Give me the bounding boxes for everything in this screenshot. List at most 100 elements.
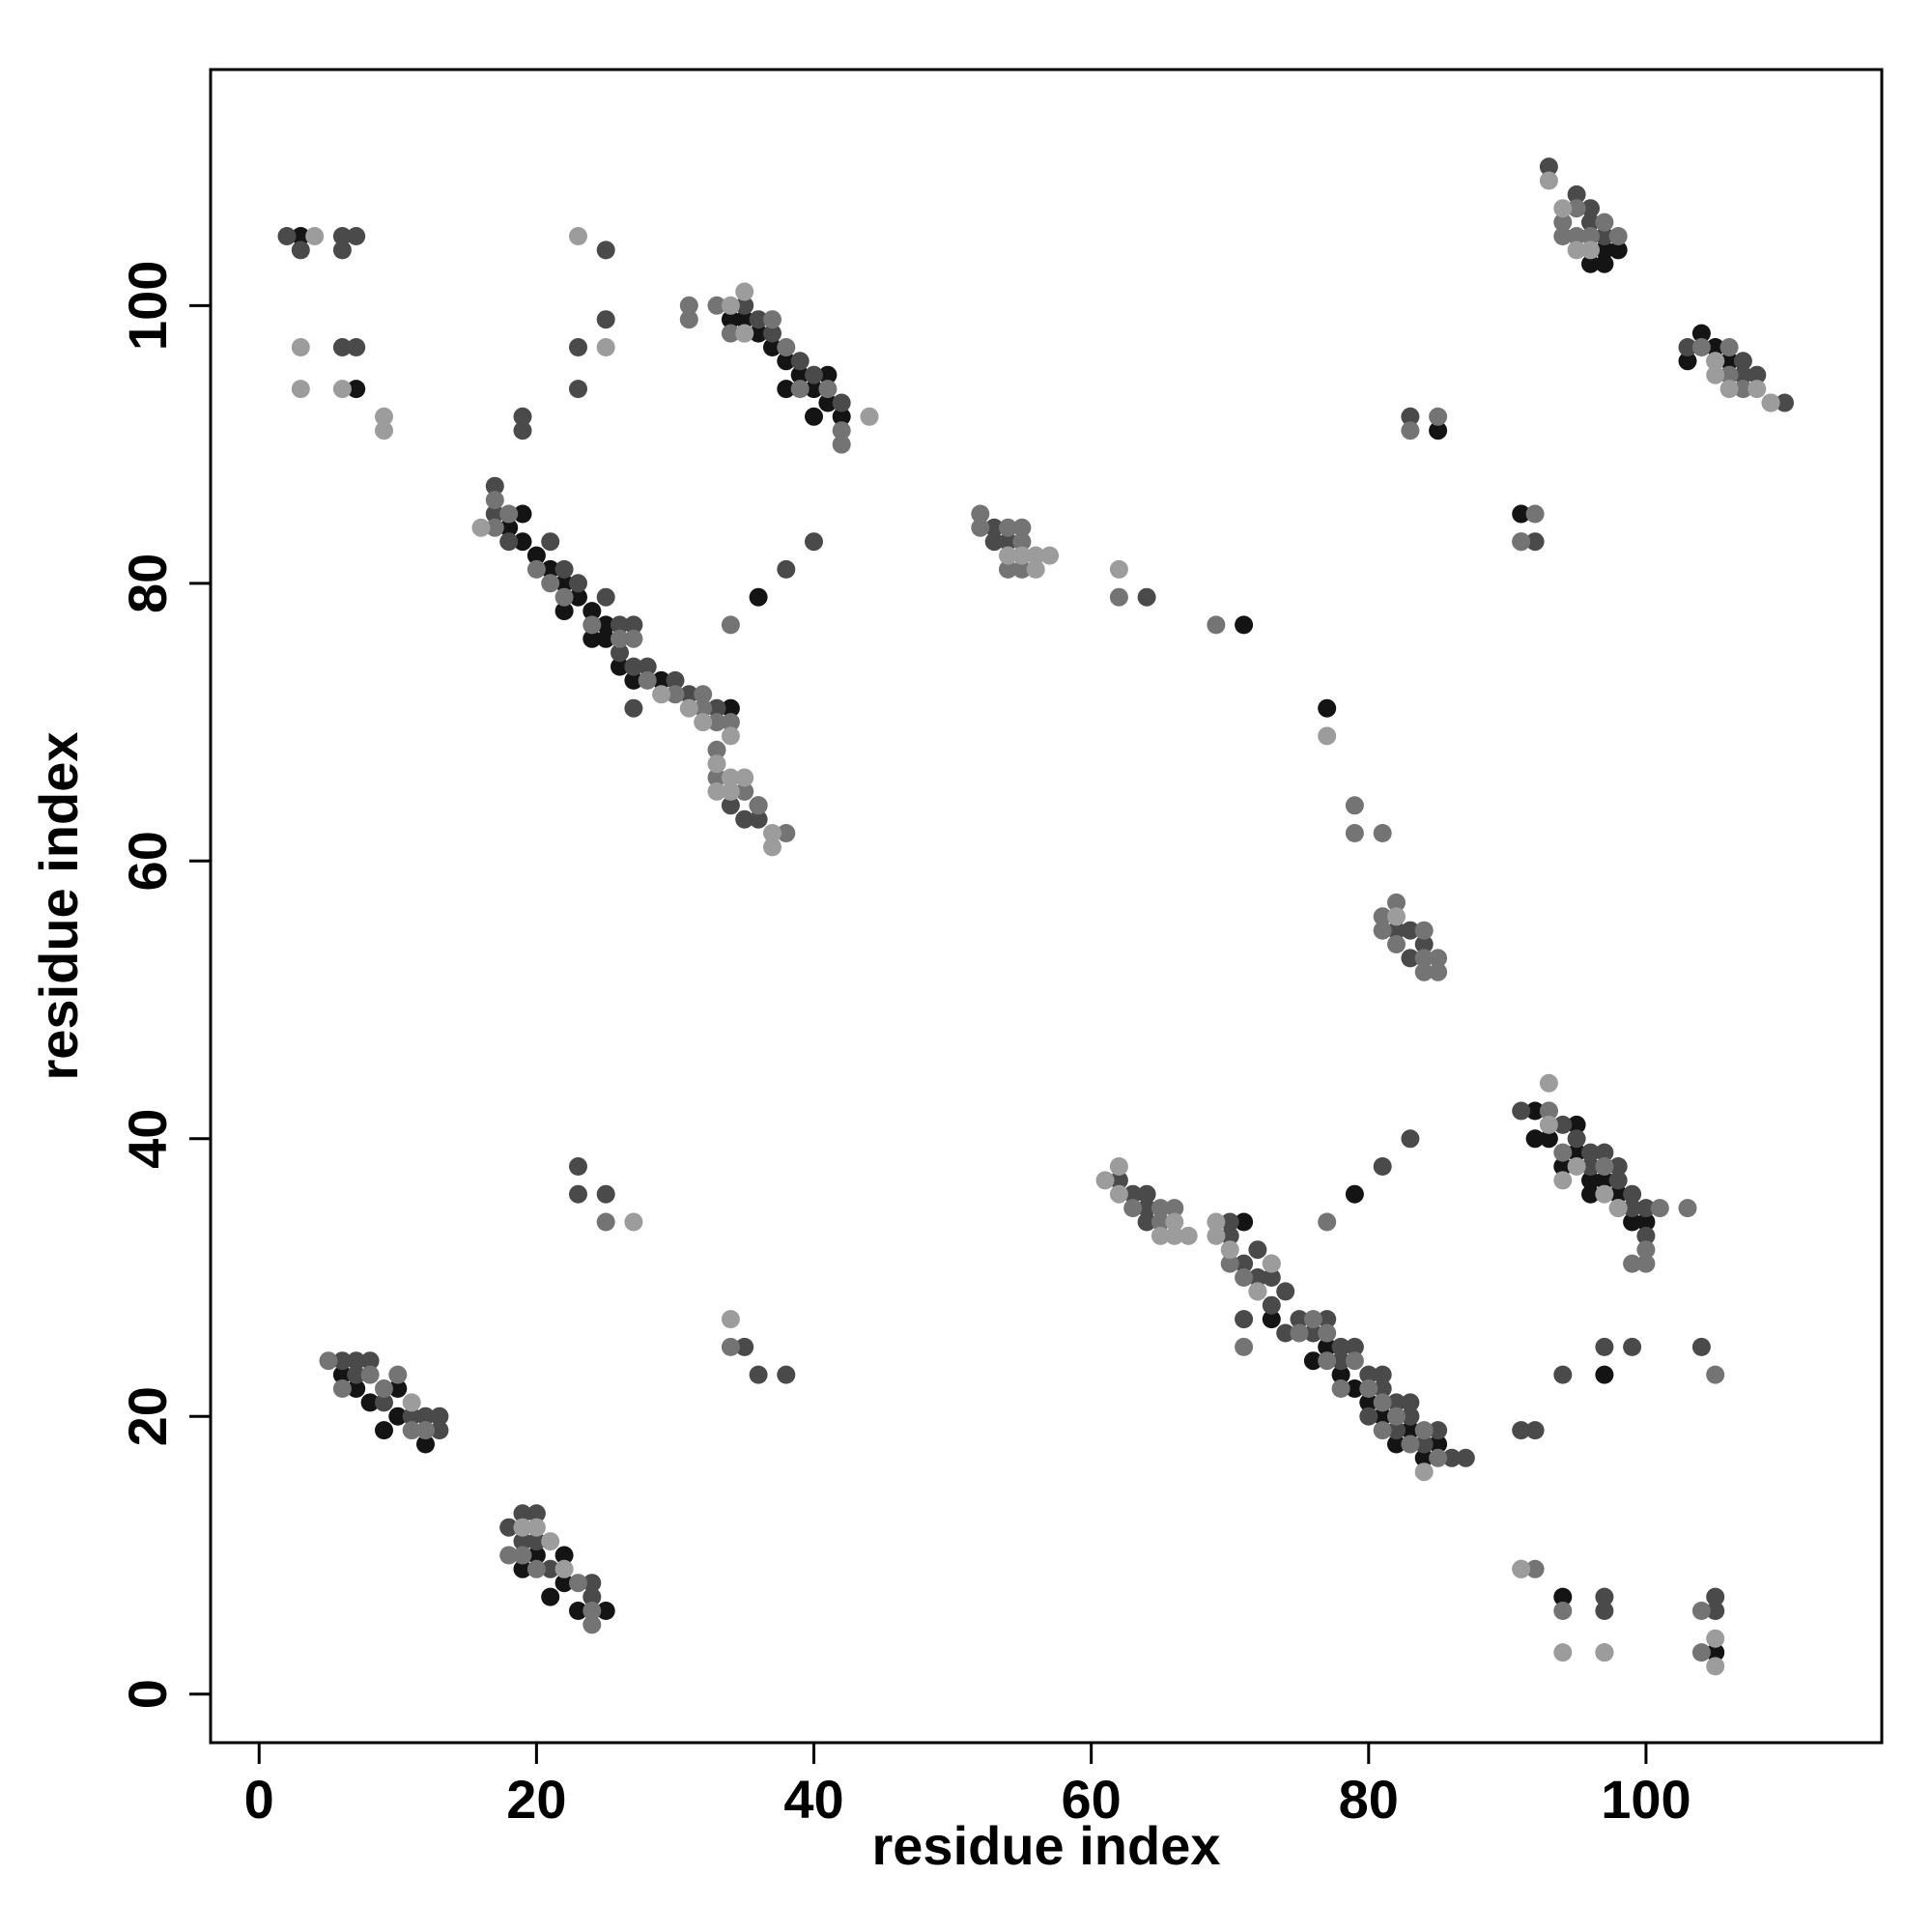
contact-point-dark — [818, 365, 838, 384]
contact-point-mid — [1401, 1406, 1420, 1426]
contact-point-light — [1567, 1157, 1586, 1176]
contact-point-mid — [1512, 1421, 1531, 1440]
contact-point-dark — [1623, 1212, 1642, 1232]
contact-point-medium — [332, 1379, 352, 1398]
contact-point-medium — [1387, 935, 1406, 953]
contact-point-medium — [1553, 227, 1573, 245]
contact-point-mid — [1276, 1282, 1295, 1301]
contact-point-dark — [1595, 1171, 1614, 1190]
contact-point-medium — [1706, 1365, 1725, 1384]
contact-point-mid — [1456, 1448, 1475, 1467]
contact-point-mid — [735, 1337, 754, 1356]
contact-point-mid — [1303, 1323, 1322, 1343]
contact-point-medium — [1318, 1351, 1337, 1371]
contact-point-mid — [999, 532, 1017, 552]
x-tick-label: 40 — [783, 1769, 843, 1830]
contact-point-medium — [1373, 907, 1392, 926]
x-axis-label: residue index — [871, 1815, 1220, 1876]
contact-point-medium — [679, 310, 698, 329]
contact-point-dark — [554, 574, 574, 593]
contact-point-dark — [1345, 1184, 1364, 1204]
contact-point-medium — [1595, 1157, 1614, 1176]
contact-point-dark — [790, 365, 810, 384]
contact-point-dark — [1401, 1421, 1420, 1440]
contact-point-mid — [1401, 921, 1420, 940]
contact-point-dark — [569, 1602, 587, 1620]
contact-point-mid — [1636, 1226, 1656, 1245]
contact-point-dark — [749, 587, 768, 607]
contact-point-medium — [1387, 893, 1406, 912]
x-tick-label: 100 — [1601, 1769, 1690, 1830]
contact-point-mid — [1539, 157, 1558, 177]
contact-point-medium — [1373, 1421, 1392, 1440]
contact-point-medium — [1318, 1323, 1337, 1343]
y-tick-label: 20 — [117, 1386, 178, 1446]
contact-point-mid — [1525, 532, 1545, 552]
contact-point-mid — [582, 1587, 602, 1606]
contact-point-light — [1706, 1629, 1725, 1648]
contact-point-light — [1595, 1184, 1614, 1204]
contact-point-medium — [360, 1365, 380, 1384]
contact-point-light — [1109, 559, 1128, 579]
contact-point-medium — [694, 685, 713, 704]
contact-point-medium — [624, 629, 643, 648]
contact-point-medium — [707, 713, 726, 732]
contact-point-medium — [1012, 518, 1032, 537]
contact-point-mid — [1290, 1310, 1309, 1329]
contact-point-medium — [777, 824, 796, 842]
contact-point-light — [1207, 1226, 1226, 1245]
contact-point-light — [1553, 1643, 1573, 1662]
contact-point-light — [763, 838, 781, 857]
contact-point-mid — [1581, 1143, 1600, 1162]
contact-point-light — [1706, 365, 1725, 384]
contact-point-medium — [971, 504, 990, 524]
contact-point-dark — [1553, 1587, 1573, 1606]
contact-point-mid — [541, 1559, 560, 1578]
contact-point-mid — [1137, 1212, 1156, 1232]
contact-point-mid — [499, 1518, 519, 1537]
contact-point-medium — [735, 781, 754, 801]
contact-point-mid — [526, 1504, 546, 1523]
contact-point-light — [1151, 1226, 1170, 1245]
contact-point-dark — [1429, 421, 1448, 440]
contact-point-medium — [818, 380, 838, 399]
contact-point-mid — [1706, 1587, 1725, 1606]
contact-point-mid — [763, 324, 781, 343]
contact-point-medium — [1151, 1199, 1170, 1218]
contact-point-mid — [513, 407, 532, 426]
contact-point-dark — [1581, 254, 1600, 273]
contact-point-dark — [1345, 1379, 1364, 1398]
contact-point-mid — [1262, 1268, 1281, 1287]
contact-point-medium — [1595, 213, 1614, 232]
contact-point-light — [860, 407, 879, 426]
contact-point-mid — [277, 227, 297, 245]
contact-point-light — [707, 781, 726, 801]
contact-point-mid — [1581, 1157, 1600, 1176]
contact-point-light — [1595, 1643, 1614, 1662]
contact-point-medium — [721, 1337, 740, 1356]
contact-point-light — [735, 768, 754, 787]
contact-point-mid — [611, 643, 629, 663]
contact-point-medium — [694, 698, 713, 718]
contact-point-medium — [596, 1212, 615, 1232]
contact-point-light — [569, 227, 587, 245]
contact-point-dark — [1678, 352, 1697, 371]
contact-point-dark — [1429, 1435, 1448, 1454]
contact-point-mid — [499, 532, 519, 552]
contact-point-light — [471, 518, 491, 537]
contact-point-medium — [1345, 796, 1364, 815]
contact-point-mid — [1776, 393, 1794, 412]
contact-point-medium — [1512, 532, 1531, 552]
contact-point-medium — [1691, 1602, 1711, 1620]
contact-point-medium — [1220, 1254, 1239, 1273]
contact-point-mid — [291, 241, 310, 260]
contact-point-mid — [1553, 1365, 1573, 1384]
contact-point-dark — [1331, 1365, 1350, 1384]
contact-point-medium — [999, 518, 1017, 537]
contact-point-medium — [1553, 1143, 1573, 1162]
contact-point-dark — [291, 227, 310, 245]
contact-point-medium — [582, 615, 602, 635]
contact-point-dark — [1706, 338, 1725, 356]
contact-point-mid — [1387, 921, 1406, 940]
contact-point-dark — [513, 504, 532, 524]
